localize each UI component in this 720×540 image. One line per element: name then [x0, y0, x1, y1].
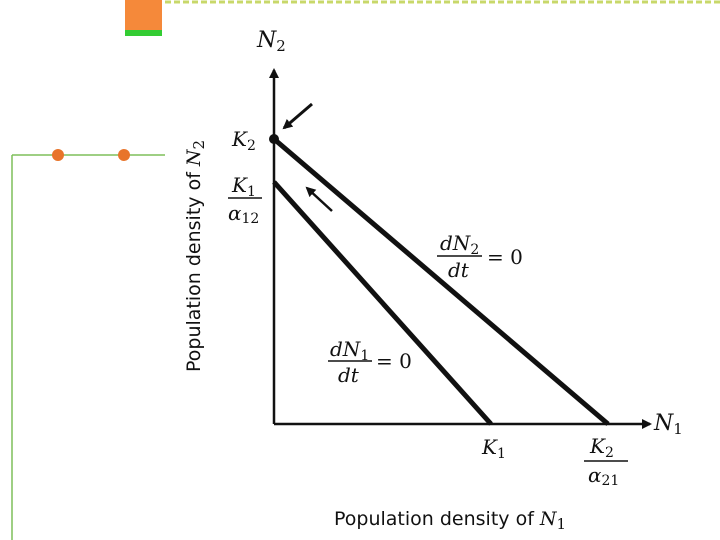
alpha12-var: α [228, 201, 242, 225]
k1-over-alpha12-num-sub: 1 [247, 184, 256, 200]
iso2-num-var: dN [440, 231, 472, 255]
y-axis-variable-label: N2 [256, 28, 286, 55]
k1-axis-label: K1 [481, 435, 506, 462]
alpha21-sub: 21 [602, 473, 620, 489]
x-axis-variable-label: N1 [653, 411, 683, 438]
alpha21-var: α [588, 463, 602, 487]
y-axis-title: Population density of N2 [183, 140, 208, 372]
orange-bullet-1 [52, 149, 64, 161]
k1-sub: 1 [497, 446, 506, 462]
k2-label: K2 [231, 127, 256, 154]
y-axis-title-text: Population density of [183, 166, 205, 372]
k2-over-alpha21-denominator: α21 [588, 463, 619, 489]
y-axis-title-var: N [183, 148, 205, 167]
iso1-num-var: dN [330, 337, 362, 361]
isocline-n1-numerator: dN1 [330, 337, 369, 364]
x-axis-var-sub: 1 [673, 420, 683, 438]
x-axis-title-var: N [539, 508, 558, 530]
k2-over-alpha21-num-sub: 2 [605, 445, 614, 461]
isocline-n2-equals-zero: = 0 [487, 245, 523, 269]
k1-over-alpha12-denominator: α12 [228, 201, 259, 227]
isocline-n2-numerator: dN2 [440, 231, 479, 258]
isocline-n1-equals-zero: = 0 [376, 349, 412, 373]
k1-var: K [481, 435, 498, 459]
k2-var: K [231, 127, 248, 151]
pointer-arrow-k2 [282, 102, 313, 130]
alpha12-sub: 12 [242, 211, 260, 227]
trajectory-arrow [305, 186, 333, 212]
k2-equilibrium-point [269, 134, 279, 144]
orange-bullet-2 [118, 149, 130, 161]
isocline-n1 [272, 180, 493, 426]
iso1-num-sub: 1 [360, 348, 369, 364]
k2-over-alpha21-numerator: K2 [589, 434, 614, 461]
y-axis-title-sub: 2 [190, 140, 208, 150]
iso2-num-sub: 2 [470, 242, 479, 258]
isocline-n1-denominator: dt [338, 363, 360, 387]
isocline-n2 [272, 137, 610, 426]
orange-accent-block [125, 0, 162, 30]
green-accent-bar [125, 30, 162, 36]
y-axis-var-sub: 2 [276, 37, 286, 55]
y-axis-var: N [256, 28, 277, 53]
x-axis-title-text: Population density of [334, 508, 540, 530]
k2-sub: 2 [247, 138, 256, 154]
x-axis-title-sub: 1 [557, 515, 567, 533]
k2-over-alpha21-num-var: K [589, 434, 606, 458]
isocline-n2-denominator: dt [448, 258, 470, 282]
k1-over-alpha12-numerator: K1 [231, 173, 256, 200]
k1-over-alpha12-num-var: K [231, 173, 248, 197]
x-axis-var: N [653, 411, 674, 436]
x-axis-title: Population density of N1 [334, 508, 566, 533]
